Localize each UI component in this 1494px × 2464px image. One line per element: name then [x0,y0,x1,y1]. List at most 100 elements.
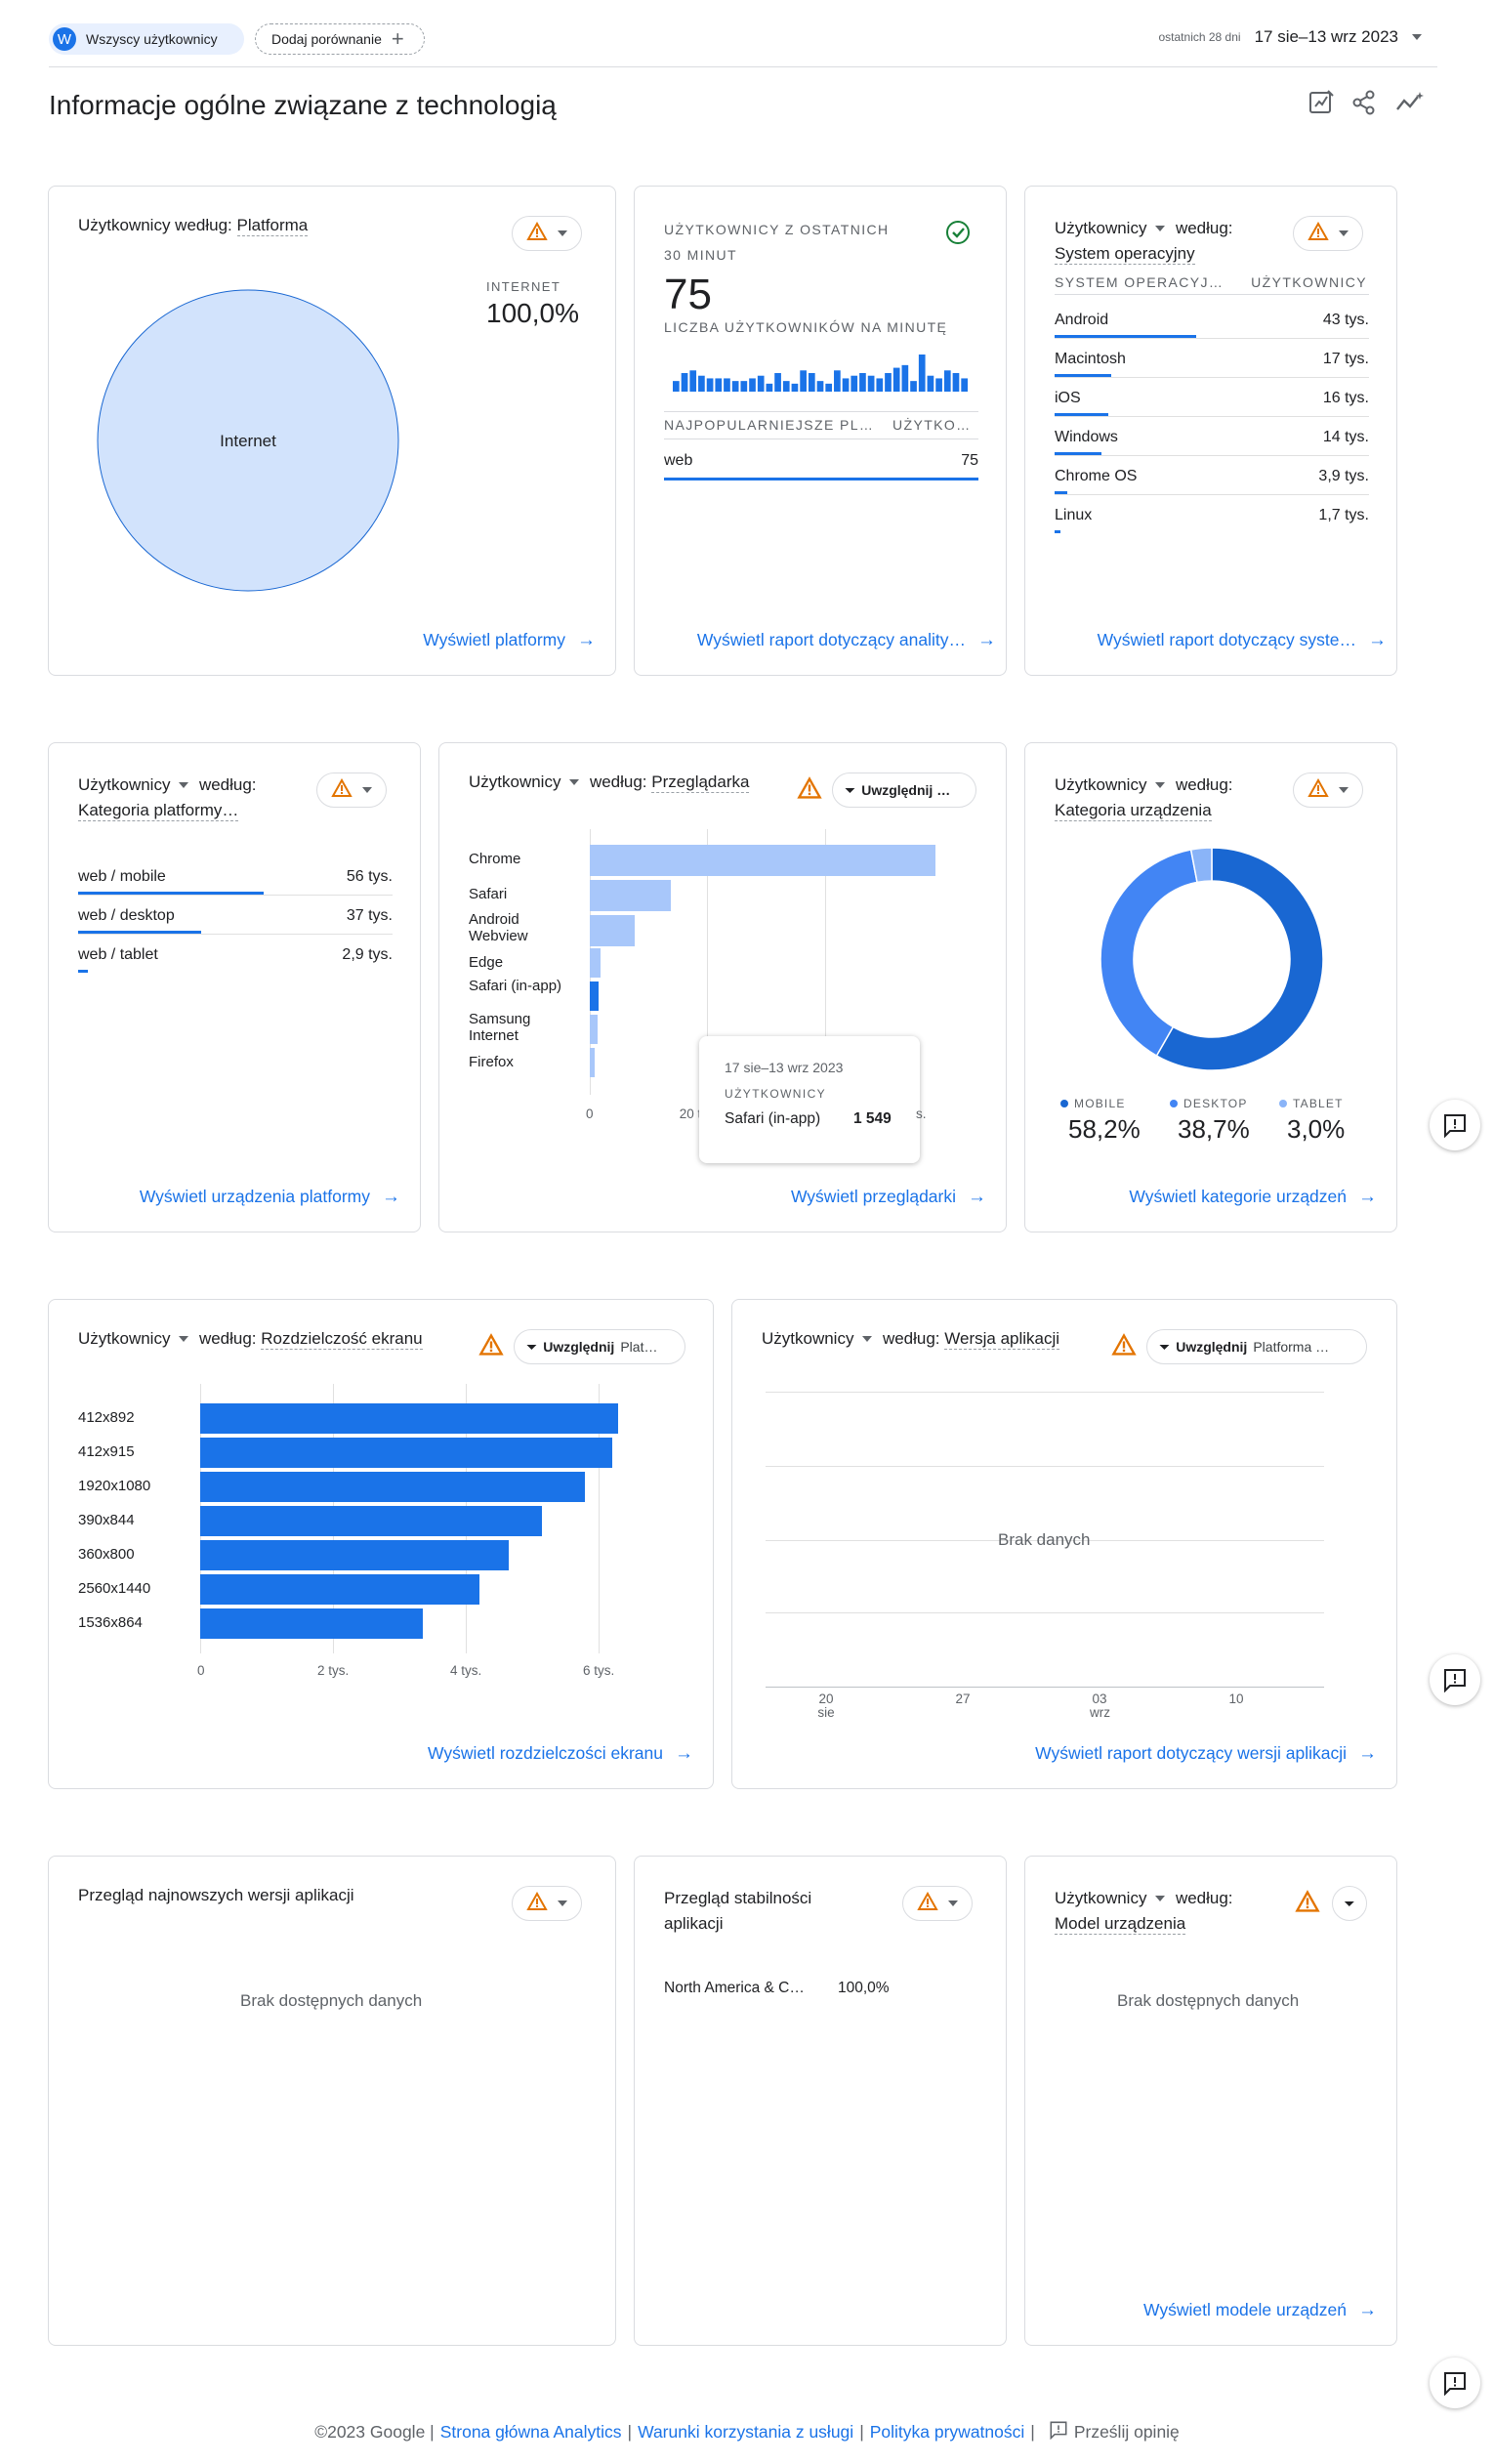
minute-bar[interactable] [724,378,730,392]
donut-slice-desktop[interactable] [1100,849,1198,1058]
bar-android-webview[interactable] [590,915,636,946]
include-filter-chip[interactable]: ⏷ Uwzględnij … [832,773,976,808]
feedback-button[interactable] [1430,1654,1480,1705]
minute-bar[interactable] [910,381,917,392]
table-row[interactable]: iOS 16 tys. [1055,390,1369,407]
stability-row-label[interactable]: North America & C… [664,1980,805,1996]
bar-412x915[interactable] [200,1438,612,1468]
pie-slice-internet[interactable] [97,289,399,592]
minute-bar[interactable] [800,370,807,392]
donut-slice-tablet[interactable] [1189,847,1213,884]
view-browsers-link[interactable]: Wyświetl przeglądarki → [791,1187,986,1208]
donut-slice-mobile[interactable] [1155,847,1324,1071]
view-os-link[interactable]: Wyświetl raport dotyczący syste… → [1098,630,1387,651]
share-icon[interactable] [1349,88,1379,117]
footer-send-feedback[interactable]: Prześlij opinię [1073,2422,1180,2442]
title-dimension[interactable]: Rozdzielczość ekranu [261,1329,423,1350]
bar-2560x1440[interactable] [200,1574,479,1605]
table-row[interactable]: Windows 14 tys. [1055,429,1369,446]
view-device-models-link[interactable]: Wyświetl modele urządzeń → [1143,2300,1377,2321]
title-metric[interactable]: Użytkownicy [78,775,171,794]
minute-bar[interactable] [706,378,714,392]
view-resolutions-link[interactable]: Wyświetl rozdzielczości ekranu → [428,1743,693,1765]
view-platform-devices-link[interactable]: Wyświetl urządzenia platformy → [140,1187,400,1208]
view-device-categories-link[interactable]: Wyświetl kategorie urządzeń → [1129,1187,1377,1208]
minute-bar[interactable] [808,373,815,392]
bar-chrome[interactable] [590,845,935,876]
bar-1920x1080[interactable] [200,1472,586,1502]
bar-samsung-internet[interactable] [590,1015,599,1044]
legend-item[interactable]: MOBILE 58,2% [1060,1097,1141,1145]
table-row[interactable]: web 75 [664,452,978,470]
warning-icon[interactable] [797,776,822,805]
minute-bar[interactable] [689,370,697,392]
bar-safari-in-app-[interactable] [590,981,600,1011]
insights-icon[interactable] [1394,88,1426,117]
title-metric[interactable]: Użytkownicy [469,773,561,791]
date-range-picker[interactable]: ostatnich 28 dni 17 sie–13 wrz 2023 [1159,27,1422,47]
title-dimension[interactable]: Kategoria platformy… [78,801,239,821]
minute-bar[interactable] [774,373,781,392]
title-dimension[interactable]: Model urządzenia [1055,1914,1186,1935]
include-filter-chip[interactable]: ⏷ Uwzględnij Platforma … [1146,1329,1367,1364]
bar-412x892[interactable] [200,1403,619,1434]
table-row[interactable]: Linux 1,7 tys. [1055,507,1369,524]
filter-button[interactable]: ⏷ [1332,1886,1367,1921]
view-realtime-link[interactable]: Wyświetl raport dotyczący anality… → [697,630,996,651]
customize-report-icon[interactable] [1307,88,1336,117]
legend-item[interactable]: DESKTOP 38,7% [1170,1097,1250,1145]
minute-bar[interactable] [859,373,866,392]
warning-menu-button[interactable] [316,773,387,808]
feedback-button[interactable] [1430,1100,1480,1150]
table-row[interactable]: web / desktop 37 tys. [78,907,393,925]
footer-link-terms[interactable]: Warunki korzystania z usługi [638,2422,854,2442]
minute-bar[interactable] [816,381,824,392]
segment-chip[interactable]: W Wszyscy użytkownicy [49,23,244,55]
title-metric[interactable]: Użytkownicy [762,1329,854,1348]
minute-bar[interactable] [740,381,748,392]
bar-firefox[interactable] [590,1048,595,1077]
view-app-versions-link[interactable]: Wyświetl raport dotyczący wersji aplikac… [1035,1743,1377,1765]
title-dimension[interactable]: Kategoria urządzenia [1055,801,1212,821]
title-metric[interactable]: Użytkownicy [78,1329,171,1348]
minute-bar[interactable] [943,370,951,392]
table-row[interactable]: web / tablet 2,9 tys. [78,946,393,964]
minute-bar[interactable] [673,381,680,392]
minute-bar[interactable] [935,378,942,392]
bar-360x800[interactable] [200,1540,510,1570]
warning-menu-button[interactable] [512,216,582,251]
bar-390x844[interactable] [200,1506,543,1536]
minute-bar[interactable] [927,375,934,392]
add-comparison-button[interactable]: Dodaj porównanie + [255,23,425,55]
warning-menu-button[interactable] [902,1886,973,1921]
minute-bar[interactable] [961,378,968,392]
minute-bar[interactable] [766,383,773,392]
minute-bar[interactable] [918,355,926,392]
minute-bar[interactable] [892,367,900,392]
minute-bar[interactable] [757,375,765,392]
warning-menu-button[interactable] [1293,773,1363,808]
title-metric[interactable]: Użytkownicy [1055,219,1147,237]
minute-bar[interactable] [715,378,723,392]
minute-bar[interactable] [876,378,884,392]
minute-bar[interactable] [698,375,705,392]
title-metric[interactable]: Użytkownicy [1055,1889,1147,1907]
feedback-button[interactable] [1430,2358,1480,2408]
title-metric[interactable]: Użytkownicy [1055,775,1147,794]
view-platforms-link[interactable]: Wyświetl platformy → [423,630,596,651]
warning-icon[interactable] [478,1333,504,1361]
minute-bar[interactable] [851,375,858,392]
table-row[interactable]: web / mobile 56 tys. [78,868,393,886]
warning-menu-button[interactable] [512,1886,582,1921]
table-row[interactable]: Macintosh 17 tys. [1055,351,1369,368]
minute-bar[interactable] [834,370,841,392]
legend-item[interactable]: TABLET 3,0% [1279,1097,1345,1145]
title-dimension[interactable]: Przeglądarka [651,773,750,793]
include-filter-chip[interactable]: ⏷ Uwzględnij Plat… [514,1329,685,1364]
minute-bar[interactable] [867,375,875,392]
minute-bar[interactable] [782,381,790,392]
minute-bar[interactable] [749,378,756,392]
minute-bar[interactable] [681,373,688,392]
minute-bar[interactable] [731,381,739,392]
warning-icon[interactable] [1111,1333,1137,1361]
